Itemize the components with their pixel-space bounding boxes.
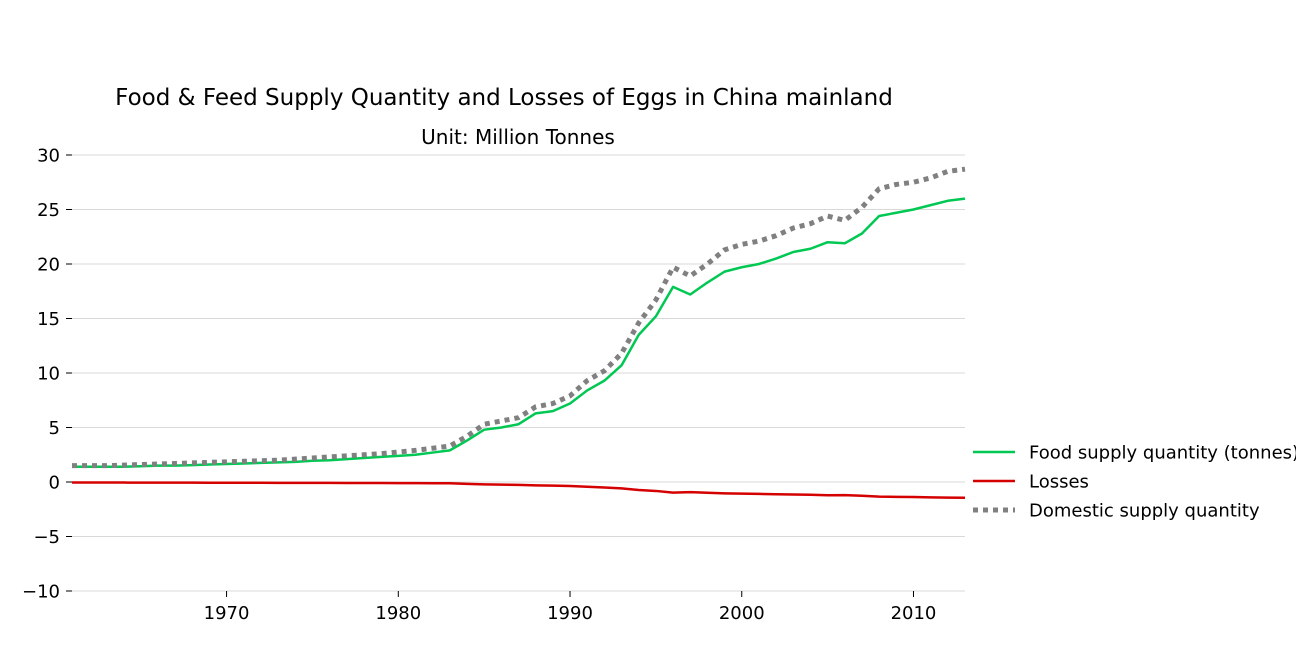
- series-line-3: [72, 166, 966, 469]
- legend-label: Food supply quantity (tonnes): [1029, 443, 1296, 464]
- legend: Food supply quantity (tonnes) Losses Domes…: [973, 443, 1296, 522]
- y-tick-label: 15: [37, 309, 60, 330]
- y-tick-label: 30: [37, 146, 60, 167]
- y-tick-label: 10: [37, 364, 60, 385]
- x-tick-label: 2010: [891, 603, 937, 624]
- series-line-2: [72, 481, 966, 499]
- y-tick-label: −10: [22, 582, 60, 603]
- x-tick-label: 1980: [375, 603, 421, 624]
- x-tick-label: 1970: [204, 603, 250, 624]
- y-axis: −10 −5 0 5 10 15 20 25 30: [22, 146, 72, 603]
- series-line-1: [72, 197, 966, 468]
- y-tick-label: −5: [33, 527, 60, 548]
- x-tick-label: 1990: [547, 603, 593, 624]
- y-tick-label: 0: [49, 473, 60, 494]
- grid: [72, 154, 965, 592]
- y-tick-label: 20: [37, 255, 60, 276]
- chart-title: Food & Feed Supply Quantity and Losses o…: [115, 85, 893, 111]
- legend-label: Domestic supply quantity: [1029, 501, 1260, 522]
- legend-label: Losses: [1029, 472, 1089, 493]
- y-tick-label: 5: [49, 418, 60, 439]
- chart-subtitle: Unit: Million Tonnes: [421, 125, 615, 149]
- y-tick-label: 25: [37, 200, 60, 221]
- x-axis: 1970 1980 1990 2000 2010: [204, 591, 937, 624]
- series-lines: [72, 166, 966, 499]
- x-tick-label: 2000: [719, 603, 765, 624]
